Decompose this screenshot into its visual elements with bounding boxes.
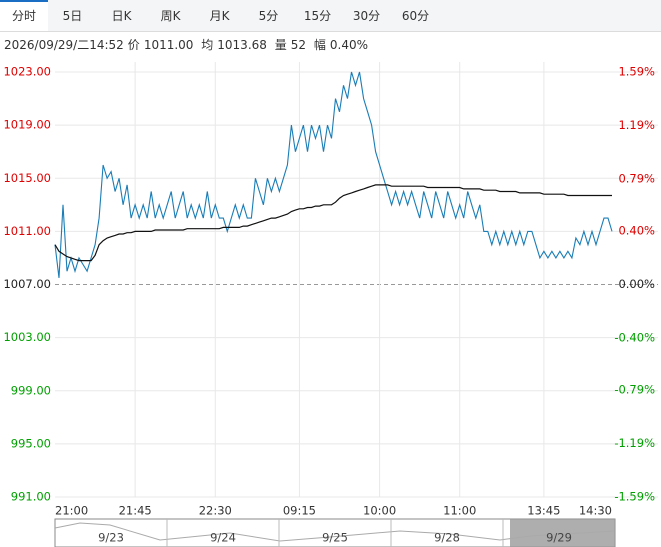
y2-tick-label: 0.79%: [618, 171, 655, 185]
info-line: 2026/09/29/二14:52 价 1011.00 均 1013.68 量 52 幅…: [4, 36, 372, 53]
info-label: 量: [274, 38, 287, 52]
info-value: 0.40%: [329, 38, 368, 52]
y-tick-label: 1015.00: [3, 171, 51, 185]
navigator-label: 9/24: [210, 531, 236, 545]
y-tick-label: 1003.00: [3, 330, 51, 344]
y2-tick-label: -1.19%: [614, 436, 655, 450]
y-tick-label: 1023.00: [3, 65, 51, 79]
tab[interactable]: 月K: [209, 9, 230, 23]
info-label: 均: [201, 38, 214, 52]
navigator-label: 9/25: [322, 531, 348, 545]
x-tick-label: 14:30: [579, 504, 612, 518]
y-tick-label: 991.00: [11, 490, 51, 504]
navigator-line: [54, 522, 615, 542]
x-tick-label: 09:15: [283, 504, 316, 518]
x-tick-label: 21:00: [55, 504, 88, 518]
x-tick-label: 11:00: [443, 504, 476, 518]
navigator-selection: [510, 519, 615, 547]
y2-tick-label: 1.19%: [618, 118, 655, 132]
tab[interactable]: 30分: [352, 9, 381, 23]
x-tick-label: 13:45: [527, 504, 560, 518]
navigator-label: 9/28: [434, 531, 460, 545]
info-value: 52: [290, 38, 307, 52]
y2-tick-label: -0.40%: [614, 330, 655, 344]
info-value: 1011.00: [143, 38, 194, 52]
y-tick-label: 1011.00: [3, 224, 51, 238]
tab[interactable]: 周K: [160, 9, 181, 23]
tab[interactable]: 15分: [303, 9, 332, 23]
y2-tick-label: 0.00%: [618, 277, 655, 291]
y2-tick-label: -0.79%: [614, 383, 655, 397]
info-label: 幅: [313, 38, 326, 52]
y2-tick-label: -1.59%: [614, 490, 655, 504]
y-tick-label: 1019.00: [3, 118, 51, 132]
x-tick-label: 10:00: [363, 504, 396, 518]
info-value: 1013.68: [217, 38, 267, 52]
y2-tick-label: 1.59%: [618, 65, 655, 79]
tab[interactable]: 日K: [111, 9, 132, 23]
tab-bar: 分时 5日 日K 周K 月K 5分 15分 30分 60分: [0, 0, 661, 32]
price-line: [54, 184, 612, 262]
tab[interactable]: 5日: [62, 9, 83, 23]
y-tick-label: 995.00: [11, 436, 51, 450]
y-tick-label: 999.00: [11, 383, 51, 397]
x-tick-label: 21:45: [119, 504, 152, 518]
price-line: [54, 71, 613, 278]
info-label: 价: [127, 38, 140, 52]
y-tick-label: 1007.00: [3, 277, 51, 291]
info-time: 2026/09/29/二14:52: [4, 38, 124, 52]
y2-tick-label: 0.40%: [618, 224, 655, 238]
tab[interactable]: 5分: [258, 9, 279, 23]
navigator-label: 9/29: [546, 531, 572, 545]
x-tick-label: 22:30: [199, 504, 232, 518]
navigator-label: 9/23: [98, 531, 124, 545]
tab[interactable]: 分时: [0, 0, 48, 31]
tab[interactable]: 60分: [401, 9, 430, 23]
